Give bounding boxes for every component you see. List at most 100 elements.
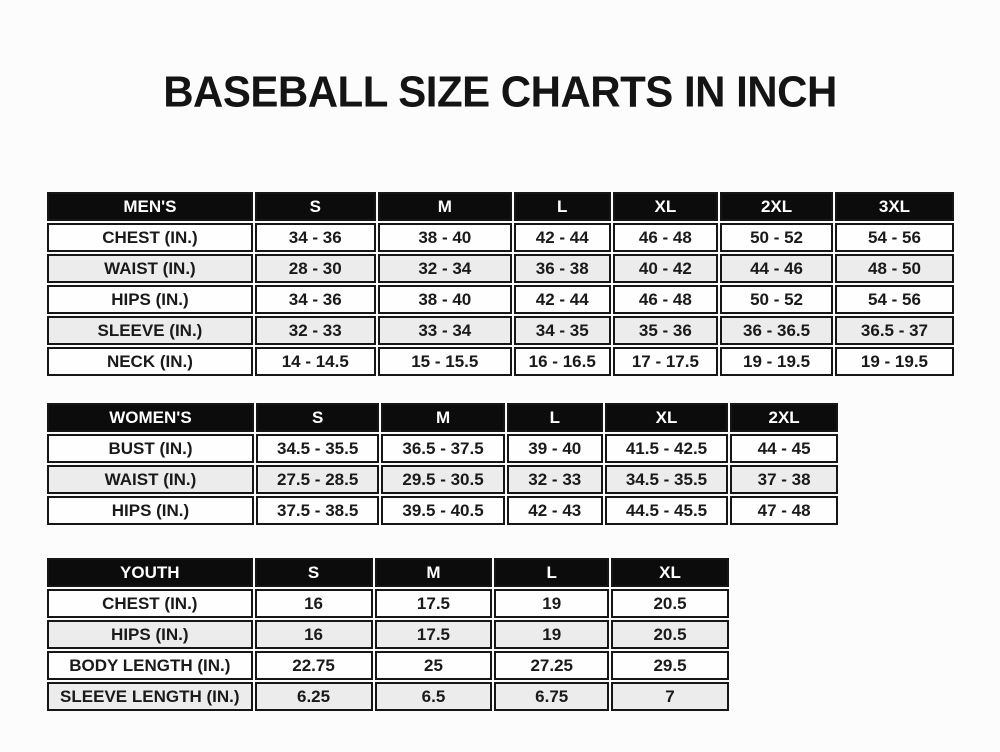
table-row: HIPS (IN.) 34 - 36 38 - 40 42 - 44 46 - 48 50… [47,285,954,314]
measurement-label: WAIST (IN.) [47,254,253,283]
section-label: WOMEN'S [47,403,254,432]
size-value-cell: 54 - 56 [834,223,954,252]
size-value-cell: 37.5 - 38.5 [255,496,380,525]
size-value-cell: 17.5 [374,589,493,618]
size-value-cell: 48 - 50 [834,254,954,283]
size-value-cell: 29.5 - 30.5 [381,465,505,494]
size-value-cell: 42 - 44 [513,223,611,252]
table-row: CHEST (IN.) 34 - 36 38 - 40 42 - 44 46 - 48 5… [47,223,954,252]
table-row: WAIST (IN.) 28 - 30 32 - 34 36 - 38 40 - 42 4… [47,254,954,283]
size-value-cell: 22.75 [254,651,373,680]
size-value-cell: 42 - 44 [513,285,611,314]
size-value-cell: 25 [374,651,493,680]
size-value-cell: 27.25 [494,651,610,680]
size-value-cell: 36 - 36.5 [720,316,833,345]
table-row: HIPS (IN.) 37.5 - 38.5 39.5 - 40.5 42 - 43 4… [47,496,838,525]
size-value-cell: 38 - 40 [377,285,512,314]
size-value-cell: 54 - 56 [834,285,954,314]
section-label: YOUTH [47,558,253,587]
size-value-cell: 14 - 14.5 [254,347,376,376]
womens-size-table: WOMEN'S S M L XL 2XL BUST (IN.) 34.5 - 35.5 36.5… [45,401,840,527]
size-value-cell: 16 [254,589,373,618]
size-column-header: L [506,403,603,432]
size-value-cell: 6.5 [374,682,493,711]
size-value-cell: 6.25 [254,682,373,711]
size-value-cell: 46 - 48 [612,223,719,252]
page-title: BASEBALL SIZE CHARTS IN INCH [163,67,837,116]
size-value-cell: 17 - 17.5 [612,347,719,376]
size-value-cell: 20.5 [611,589,729,618]
size-value-cell: 47 - 48 [730,496,838,525]
size-value-cell: 19 - 19.5 [834,347,954,376]
measurement-label: HIPS (IN.) [47,496,254,525]
size-value-cell: 37 - 38 [730,465,838,494]
size-value-cell: 19 [494,589,610,618]
size-value-cell: 50 - 52 [720,223,833,252]
size-value-cell: 36.5 - 37 [834,316,954,345]
size-value-cell: 39 - 40 [506,434,603,463]
size-value-cell: 44 - 45 [730,434,838,463]
size-value-cell: 7 [611,682,729,711]
size-column-header: M [381,403,505,432]
size-value-cell: 41.5 - 42.5 [604,434,729,463]
size-value-cell: 34.5 - 35.5 [255,434,380,463]
size-value-cell: 20.5 [611,620,729,649]
size-value-cell: 19 [494,620,610,649]
size-value-cell: 42 - 43 [506,496,603,525]
size-value-cell: 44.5 - 45.5 [604,496,729,525]
size-value-cell: 34.5 - 35.5 [604,465,729,494]
table-row: CHEST (IN.) 16 17.5 19 20.5 [47,589,729,618]
size-value-cell: 32 - 33 [506,465,603,494]
size-column-header: XL [611,558,729,587]
size-value-cell: 6.75 [494,682,610,711]
measurement-label: HIPS (IN.) [47,285,253,314]
mens-size-table: MEN'S S M L XL 2XL 3XL CHEST (IN.) 34 - 36 38 - 4… [45,190,956,378]
size-column-header: M [374,558,493,587]
size-value-cell: 34 - 35 [513,316,611,345]
measurement-label: BUST (IN.) [47,434,254,463]
size-column-header: L [494,558,610,587]
size-value-cell: 38 - 40 [377,223,512,252]
size-value-cell: 39.5 - 40.5 [381,496,505,525]
size-value-cell: 36 - 38 [513,254,611,283]
size-value-cell: 16 [254,620,373,649]
size-value-cell: 15 - 15.5 [377,347,512,376]
size-value-cell: 29.5 [611,651,729,680]
measurement-label: NECK (IN.) [47,347,253,376]
size-value-cell: 50 - 52 [720,285,833,314]
measurement-label: SLEEVE LENGTH (IN.) [47,682,253,711]
size-column-header: L [513,192,611,221]
size-value-cell: 32 - 34 [377,254,512,283]
size-column-header: XL [612,192,719,221]
size-value-cell: 27.5 - 28.5 [255,465,380,494]
size-column-header: XL [604,403,729,432]
size-column-header: 2XL [730,403,838,432]
size-value-cell: 19 - 19.5 [720,347,833,376]
measurement-label: CHEST (IN.) [47,223,253,252]
table-row: WAIST (IN.) 27.5 - 28.5 29.5 - 30.5 32 - 33… [47,465,838,494]
measurement-label: WAIST (IN.) [47,465,254,494]
size-value-cell: 44 - 46 [720,254,833,283]
table-row: BUST (IN.) 34.5 - 35.5 36.5 - 37.5 39 - 40 4… [47,434,838,463]
size-value-cell: 35 - 36 [612,316,719,345]
size-value-cell: 33 - 34 [377,316,512,345]
size-column-header: M [377,192,512,221]
size-value-cell: 36.5 - 37.5 [381,434,505,463]
table-row: SLEEVE (IN.) 32 - 33 33 - 34 34 - 35 35 - 36… [47,316,954,345]
size-value-cell: 28 - 30 [254,254,376,283]
measurement-label: SLEEVE (IN.) [47,316,253,345]
size-column-header: S [254,192,376,221]
header-row: WOMEN'S S M L XL 2XL [47,403,838,432]
header-row: MEN'S S M L XL 2XL 3XL [47,192,954,221]
table-row: HIPS (IN.) 16 17.5 19 20.5 [47,620,729,649]
size-value-cell: 16 - 16.5 [513,347,611,376]
header-row: YOUTH S M L XL [47,558,729,587]
table-row: SLEEVE LENGTH (IN.) 6.25 6.5 6.75 7 [47,682,729,711]
size-value-cell: 34 - 36 [254,285,376,314]
measurement-label: HIPS (IN.) [47,620,253,649]
table-row: NECK (IN.) 14 - 14.5 15 - 15.5 16 - 16.5 17 … [47,347,954,376]
section-label: MEN'S [47,192,253,221]
measurement-label: BODY LENGTH (IN.) [47,651,253,680]
size-column-header: 3XL [834,192,954,221]
